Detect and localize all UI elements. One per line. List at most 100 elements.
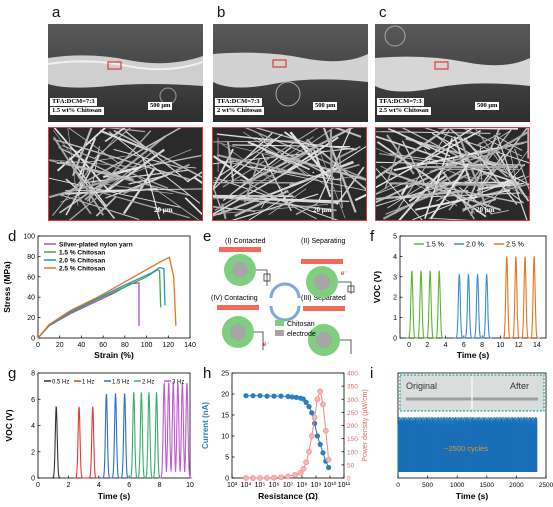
current-point <box>271 393 277 399</box>
sem-ratio-c: TFA:DCM=7:3 <box>377 98 424 106</box>
sem-scale-c: 500 μm <box>475 102 500 110</box>
power-point <box>257 475 263 481</box>
y-tick-label: 0 <box>393 336 397 343</box>
fiber-strand <box>412 180 522 204</box>
fiber-strand <box>453 136 472 184</box>
fiber-strand <box>248 145 366 220</box>
fiber-strand <box>53 128 110 192</box>
fiber-strand <box>68 150 154 220</box>
fiber-strand <box>376 131 491 134</box>
current-point <box>314 433 320 439</box>
sem-zoom-c: 20 μm <box>375 127 530 221</box>
fiber-strand <box>108 131 201 204</box>
y-tick-label: 3 <box>393 274 397 281</box>
y-tick-label: 0 <box>31 476 35 483</box>
current-point <box>303 399 309 405</box>
step4-label: (IV) Contacting <box>211 295 258 302</box>
current-point <box>243 393 249 399</box>
x-tick-label: 12 <box>515 342 523 349</box>
x-tick-label: 10⁵ <box>255 482 266 489</box>
series-line-0 <box>37 282 140 339</box>
power-point <box>322 427 329 434</box>
legend-label-0: 1.5 % <box>426 242 444 249</box>
x-tick-label: 8 <box>480 342 484 349</box>
current-point <box>289 394 295 400</box>
voc-series-4 <box>158 381 193 479</box>
y2-tick-label: 100 <box>347 449 358 456</box>
fiber-strand <box>105 172 173 199</box>
y-tick-label: 20 <box>221 392 229 399</box>
fiber-strand <box>260 198 268 209</box>
x-tick-label: 10⁴ <box>241 482 252 489</box>
x-tick-label: 10 <box>496 342 504 349</box>
current-point <box>317 441 323 447</box>
legend-label-2: 1.5 Hz <box>112 380 129 386</box>
fiber-strand <box>424 128 529 164</box>
current-point <box>306 404 312 410</box>
power-point <box>264 475 270 481</box>
power-point <box>308 433 315 439</box>
sem-image-c: TFA:DCM=7:3 2.5 wt% Chitosan 500 μm <box>375 24 530 122</box>
fiber-strand <box>478 181 514 191</box>
panel-letter-a: a <box>52 4 61 21</box>
fiber-strand <box>243 128 354 186</box>
y-axis-label: VOC (V) <box>4 409 14 441</box>
x-tick-label: 6 <box>462 342 466 349</box>
fiber-strand <box>329 129 334 220</box>
plate-1 <box>219 247 261 252</box>
x-tick-label: 2000 <box>509 482 524 489</box>
x-tick-label: 120 <box>162 342 174 349</box>
x-axis-label: Resistance (Ω) <box>258 491 318 501</box>
x-tick-label: 10⁶ <box>269 482 280 489</box>
fiber-strand <box>318 128 352 201</box>
fiber-strand <box>322 128 357 213</box>
x-tick-label: 60 <box>99 342 107 349</box>
y-tick-label: 25 <box>221 371 229 378</box>
fiber-strand <box>77 196 92 215</box>
fiber-strand <box>65 154 100 216</box>
chart-durability: 0 500 1000 1500 2000 2500 ~2500 cycles Original… <box>396 372 553 501</box>
panel-letter-e: e <box>203 228 212 245</box>
fiber-strand <box>214 137 333 212</box>
chart-voc-frequency: 0 2 4 6 8 10 0 2 4 6 8 0.5 Hz 1 Hz 1.5 Hz 2 Hz 3 Hz Time… <box>4 371 194 502</box>
voc-series-3 <box>128 391 162 480</box>
fiber-strand <box>53 138 192 181</box>
chart-current-power: 10³ 10⁴ 10⁵ 10⁶ 10⁷ 10⁸ 10⁹ 10¹⁰ 10¹¹05101520250… <box>201 371 369 502</box>
y2-tick-label: 400 <box>347 371 358 378</box>
fiber-strand <box>99 129 149 151</box>
x-tick-label: 4 <box>444 342 448 349</box>
x-tick-label: 2500 <box>539 482 553 489</box>
panel-letter-b: b <box>217 4 226 21</box>
sem-ratio-a: TFA:DCM=7:3 <box>50 98 97 106</box>
legend-label-1: 2.0 % <box>466 242 484 249</box>
x-tick-label: 10¹¹ <box>338 482 351 489</box>
voc-series-2 <box>101 392 130 479</box>
y-axis-label: Stress (MPa) <box>2 261 12 313</box>
y-tick-label: 4 <box>31 423 35 430</box>
fiber-strand <box>424 137 453 219</box>
fiber-strand <box>424 148 476 214</box>
fiber-strand <box>475 132 502 147</box>
step2-label: (II) Separating <box>301 238 345 245</box>
current-point <box>257 393 263 399</box>
current-point <box>312 420 318 426</box>
fiber-strand <box>376 176 429 204</box>
power-point <box>303 459 310 466</box>
sem-scale-a: 500 μm <box>148 102 173 110</box>
power-point <box>317 388 324 395</box>
fiber-strand <box>77 185 190 219</box>
fiber-strand <box>213 193 273 217</box>
fiber-strand <box>336 166 365 205</box>
fiber-strand <box>389 153 481 168</box>
fiber-strand <box>429 162 470 220</box>
fiber-strand <box>81 155 126 164</box>
power-point <box>314 396 321 403</box>
current-point <box>278 393 284 399</box>
fiber-strand <box>53 136 104 216</box>
y-tick-label: 5 <box>393 234 397 241</box>
fiber-strand <box>470 207 474 217</box>
x-axis-label: Time (s) <box>456 491 489 501</box>
fiber-strand <box>432 133 525 204</box>
chart-stress-strain: 0 20 40 60 80 100 120 140 0 20 40 60 80 100 Silver-pla… <box>2 234 196 361</box>
